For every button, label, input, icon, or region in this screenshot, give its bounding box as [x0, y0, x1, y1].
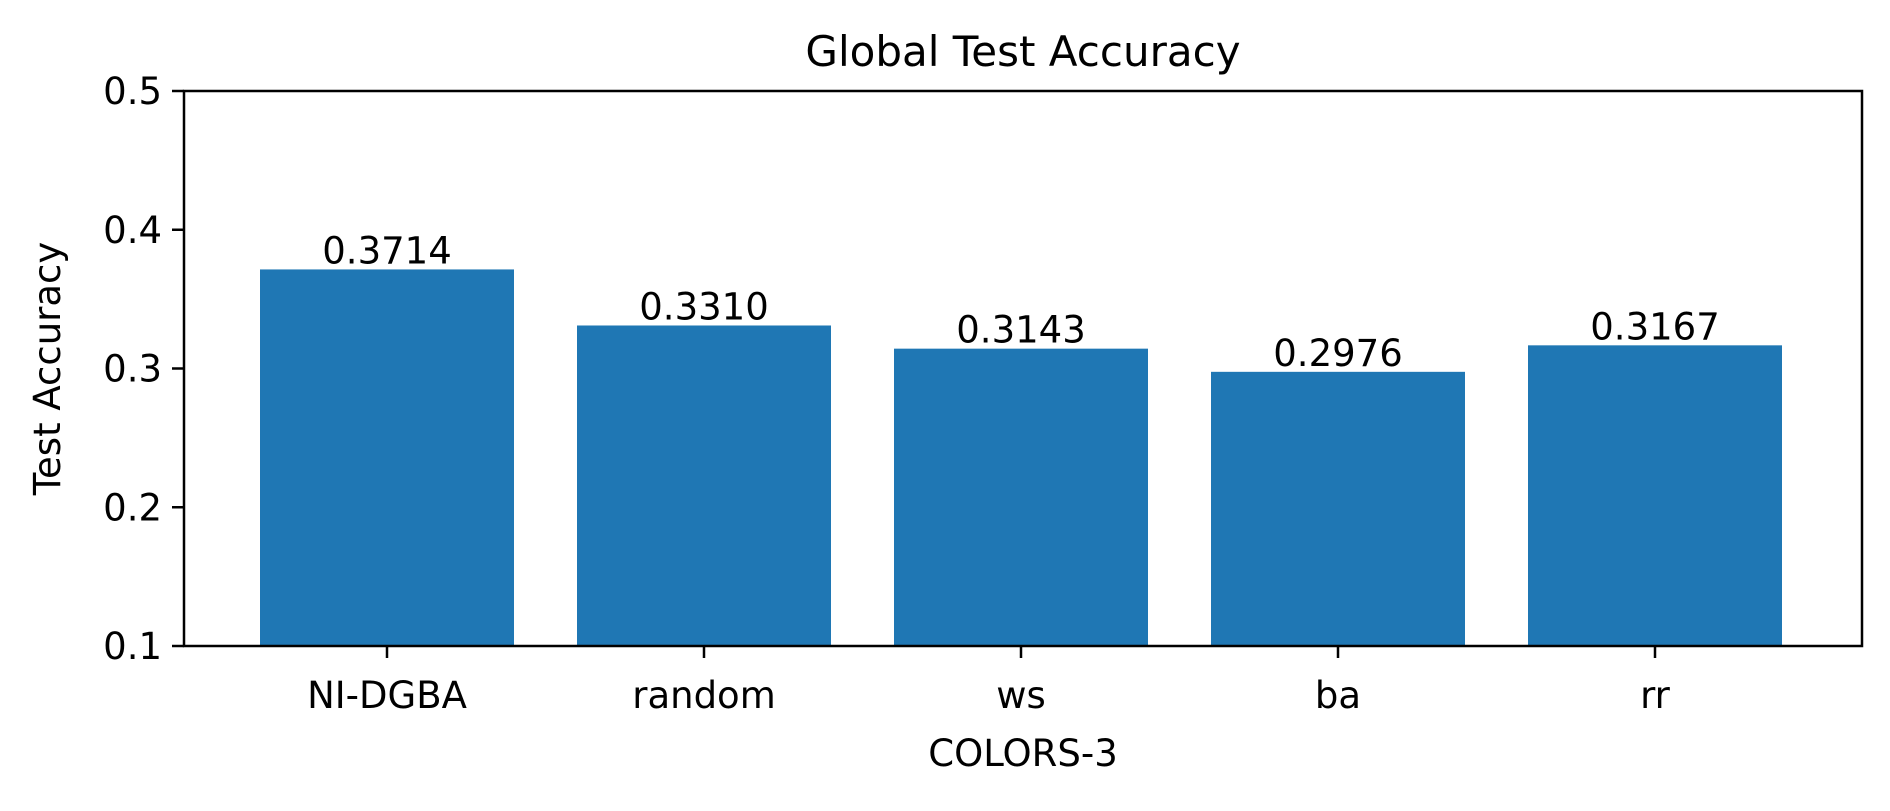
y-axis-label: Test Accuracy — [26, 242, 69, 497]
bar-ws — [894, 348, 1148, 646]
data-label-ni-dgba: 0.3714 — [322, 229, 451, 272]
bar-ni-dgba — [260, 269, 514, 646]
data-label-rr: 0.3167 — [1590, 305, 1719, 348]
y-tick-label: 0.3 — [103, 348, 162, 391]
y-tick-label: 0.1 — [103, 625, 162, 668]
x-tick-label: ws — [996, 674, 1046, 717]
chart-title: Global Test Accuracy — [805, 27, 1240, 76]
y-tick-label: 0.2 — [103, 486, 162, 529]
x-axis-label: COLORS-3 — [928, 732, 1117, 775]
data-label-ws: 0.3143 — [956, 309, 1085, 352]
bar-random — [577, 325, 831, 646]
x-tick-label: rr — [1640, 674, 1671, 717]
y-tick-label: 0.5 — [103, 70, 162, 113]
x-tick-label: random — [632, 674, 776, 717]
x-tick-label: ba — [1315, 674, 1361, 717]
x-axis-ticks: NI-DGBA random ws ba rr — [307, 646, 1671, 717]
x-tick-label: NI-DGBA — [307, 674, 467, 717]
bar-ba — [1211, 371, 1465, 646]
bar-rr — [1528, 345, 1782, 646]
data-labels-layer: 0.3714 0.3310 0.3143 0.2976 0.3167 — [322, 229, 1719, 374]
y-tick-label: 0.4 — [103, 209, 162, 252]
bars-layer — [260, 269, 1782, 646]
data-label-ba: 0.2976 — [1273, 332, 1402, 375]
data-label-random: 0.3310 — [639, 285, 768, 328]
y-axis-ticks: 0.1 0.2 0.3 0.4 0.5 — [103, 70, 184, 668]
